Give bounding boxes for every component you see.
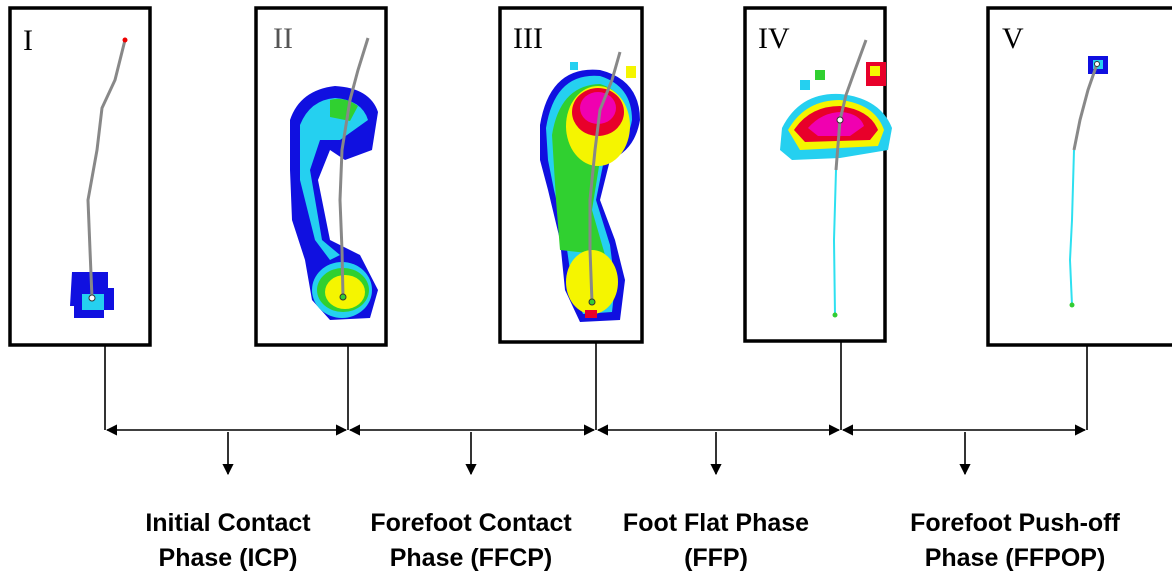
phase-label: Initial Contact <box>145 509 311 537</box>
phase-label: Forefoot Contact <box>370 509 572 537</box>
panel-label: II <box>273 22 293 55</box>
panel-box <box>745 8 885 341</box>
phase-label: Phase (FFPOP) <box>925 544 1106 572</box>
panel-box <box>988 8 1172 345</box>
connectors <box>105 341 1087 474</box>
phase-label: Foot Flat Phase <box>623 509 809 537</box>
panel-label: III <box>513 22 543 55</box>
panel-label: I <box>23 24 33 57</box>
panel-label: IV <box>758 22 790 55</box>
panel-label: V <box>1002 22 1024 55</box>
phase-label: (FFP) <box>684 544 748 572</box>
gait-diagram: I II III IV V Initial Contact Phase (ICP… <box>0 0 1172 581</box>
phase-label: Forefoot Push-off <box>910 509 1120 537</box>
phase-label: Phase (FFCP) <box>390 544 553 572</box>
phase-label: Phase (ICP) <box>159 544 298 572</box>
